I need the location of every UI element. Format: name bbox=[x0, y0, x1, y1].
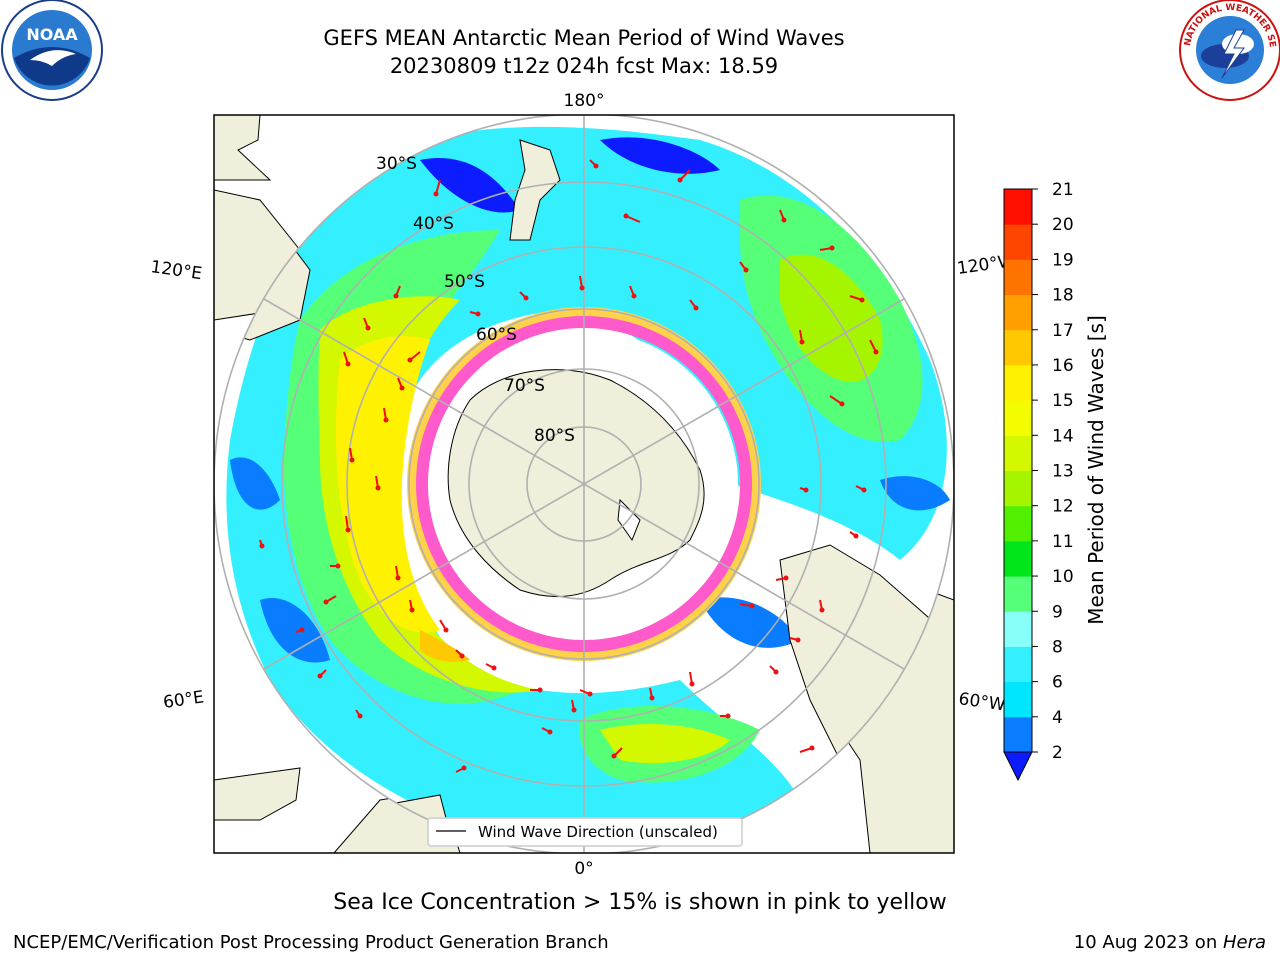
sea-ice-note: Sea Ice Concentration > 15% is shown in … bbox=[333, 890, 947, 915]
colorbar-segment bbox=[1004, 400, 1032, 436]
map-legend: Wind Wave Direction (unscaled) bbox=[427, 817, 743, 847]
wave-arrow bbox=[625, 215, 641, 223]
colorbar-segment bbox=[1004, 576, 1032, 612]
footer-date-text: 10 Aug 2023 on bbox=[1073, 932, 1223, 953]
colorbar-tick-label: 21 bbox=[1052, 180, 1074, 200]
lon-label-180: 180° bbox=[564, 91, 605, 111]
figure-title: GEFS MEAN Antarctic Mean Period of Wind … bbox=[323, 26, 845, 50]
lon-label-60e: 60°E bbox=[162, 687, 205, 712]
colorbar-tick-label: 13 bbox=[1052, 462, 1074, 482]
colorbar-segment bbox=[1004, 189, 1032, 225]
colorbar-tick-label: 15 bbox=[1052, 391, 1074, 411]
colorbar-segment bbox=[1004, 259, 1032, 296]
lat-label-80: 80°S bbox=[534, 426, 575, 446]
colorbar-segment bbox=[1004, 364, 1032, 401]
footer-credit: NCEP/EMC/Verification Post Processing Pr… bbox=[13, 932, 609, 953]
map-frame bbox=[213, 114, 955, 854]
colorbar-segment bbox=[1004, 646, 1032, 683]
noaa-logo-icon: NOAA bbox=[1, 0, 103, 101]
map-area: 30°S 40°S 50°S 60°S 70°S 80°S Wind Wave … bbox=[214, 115, 954, 853]
legend-label: Wind Wave Direction (unscaled) bbox=[478, 823, 718, 841]
colorbar-segment bbox=[1004, 294, 1032, 331]
lat-label-50: 50°S bbox=[444, 272, 485, 292]
graticule bbox=[214, 115, 954, 853]
colorbar-segment bbox=[1004, 611, 1032, 647]
colorbar-extend-arrow bbox=[1003, 751, 1033, 782]
lat-label-60: 60°S bbox=[476, 325, 517, 345]
lon-label-120e: 120°E bbox=[149, 257, 203, 284]
colorbar-tick-label: 10 bbox=[1052, 567, 1074, 587]
latitude-labels: 30°S 40°S 50°S 60°S 70°S 80°S bbox=[376, 154, 575, 446]
colorbar-tick-label: 20 bbox=[1052, 215, 1074, 235]
colorbar: 2 4 6 8 9 10 11 12 13 14 15 16 17 18 19 20 21 bbox=[1003, 180, 1074, 782]
lat-label-40: 40°S bbox=[413, 214, 454, 234]
colorbar-tick-label: 8 bbox=[1052, 637, 1063, 657]
footer-host: Hera bbox=[1222, 932, 1266, 953]
colorbar-tick-label: 16 bbox=[1052, 356, 1074, 376]
lat-label-70: 70°S bbox=[504, 376, 545, 396]
colorbar-segment bbox=[1004, 716, 1032, 753]
colorbar-tick-label: 14 bbox=[1052, 426, 1074, 446]
figure-subtitle: 20230809 t12z 024h fcst Max: 18.59 bbox=[389, 54, 779, 78]
colorbar-segment bbox=[1004, 435, 1032, 471]
colorbar-tick-label: 11 bbox=[1052, 532, 1074, 552]
nws-logo-icon: NATIONAL WEATHER SERVICE bbox=[0, 0, 1280, 101]
colorbar-label: Mean Period of Wind Waves [s] bbox=[1084, 315, 1108, 625]
lon-label-60w: 60°W bbox=[957, 689, 1006, 715]
colorbar-segment bbox=[1004, 540, 1032, 577]
colorbar-segment bbox=[1004, 224, 1032, 260]
lat-label-30: 30°S bbox=[376, 154, 417, 174]
colorbar-tick-label: 12 bbox=[1052, 497, 1074, 517]
colorbar-tick-label: 6 bbox=[1052, 673, 1063, 693]
colorbar-tick-label: 9 bbox=[1052, 602, 1063, 622]
footer-date: 10 Aug 2023 on Hera bbox=[1074, 932, 1266, 953]
colorbar-segment bbox=[1004, 681, 1032, 718]
colorbar-tick-label: 18 bbox=[1052, 286, 1074, 306]
colorbar-tick-label: 17 bbox=[1052, 321, 1074, 341]
svg-text:NOAA: NOAA bbox=[26, 25, 78, 44]
lon-label-0: 0° bbox=[574, 859, 593, 879]
colorbar-tick-label: 4 bbox=[1052, 708, 1063, 728]
colorbar-segment bbox=[1004, 505, 1032, 542]
colorbar-segment bbox=[1004, 470, 1032, 507]
colorbar-tick-label: 2 bbox=[1052, 743, 1063, 763]
colorbar-tick-label: 19 bbox=[1052, 250, 1074, 270]
colorbar-segment bbox=[1004, 329, 1032, 366]
wind-wave-arrowheads bbox=[259, 163, 879, 771]
